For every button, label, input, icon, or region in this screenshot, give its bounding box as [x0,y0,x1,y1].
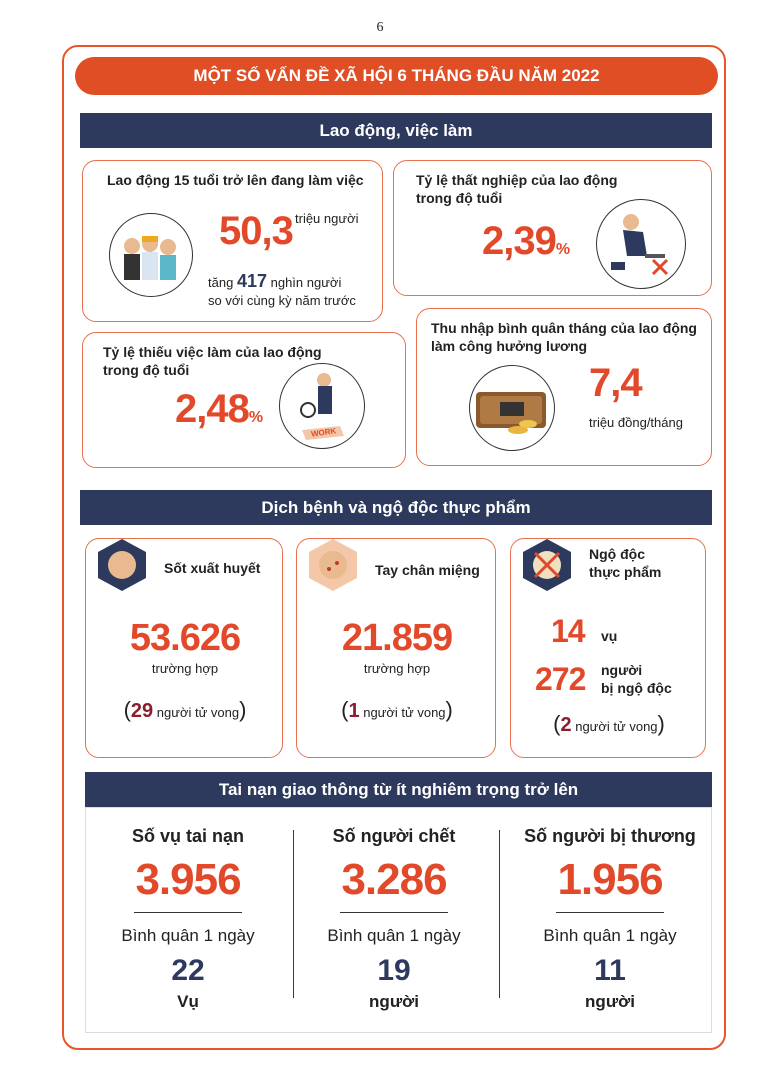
deaths: (29 người tử vong) [86,697,284,723]
card: Lao động 15 tuổi trở lên đang làm việc 5… [82,160,383,322]
icon [469,365,555,451]
divider [293,830,294,998]
paren: ) [657,711,665,736]
value: 21.859 [341,617,453,659]
unit: trường hợp [151,661,219,676]
value: 2,39 [482,219,557,263]
deaths-text: người tử vong [156,705,240,720]
paren: ( [553,711,561,736]
deaths: (2 người tử vong) [511,711,707,737]
deaths-value: 29 [130,700,154,722]
card: Tỷ lệ thất nghiệp của lao động trong độ … [393,160,712,296]
avg-value: 19 [377,954,411,987]
icon: WORK [279,363,365,449]
workers-icon [124,236,176,280]
card: Tay chân miệng 21.859 trường hợp (1 ngườ… [296,538,496,758]
avg-label: Bình quân 1 ngày [543,926,677,945]
deaths-text: người tử vong [363,705,446,720]
page-number: 6 [376,20,384,35]
unit: trường hợp [363,661,431,676]
hex-icon [98,539,146,591]
avg-value: 11 [594,954,626,987]
rule [556,912,664,913]
value-group: 2,39% [482,219,570,264]
deaths: (1 người tử vong) [297,697,497,723]
card: Ngộ độc thực phẩm 14 vụ 272 người bị ngộ… [510,538,706,758]
traffic-panel [85,807,712,1033]
card-title: làm công hưởng lương [431,338,588,354]
deaths-value: 2 [560,714,572,736]
unit: triệu người [295,211,359,226]
unit: % [555,241,570,258]
unit: % [248,409,263,426]
column-title: Số người bị thương [524,826,696,846]
value: 272 [535,661,586,697]
card-title: Tỷ lệ thiếu việc làm của lao động [103,344,322,360]
card-title: Ngộ độc [589,546,645,562]
avg-unit: Vụ [177,992,199,1011]
value: 3.286 [341,855,447,904]
unit: bị ngộ độc [601,680,672,696]
paren: ) [445,697,453,722]
section-heading: Lao động, việc làm [80,113,712,148]
avg-unit: người [369,992,419,1011]
value-group: 2,48% [175,387,263,432]
unit: vụ [601,628,618,644]
card: Tỷ lệ thiếu việc làm của lao động trong … [82,332,406,468]
section-heading: Dịch bệnh và ngộ độc thực phẩm [80,490,712,525]
card-title: Sốt xuất huyết [164,560,261,576]
value: 1.956 [557,855,663,904]
paren: ( [341,697,349,722]
rule [340,912,448,913]
hex-icon [523,539,571,591]
avg-label: Bình quân 1 ngày [121,926,255,945]
note: tăng 417 nghìn người [208,271,341,292]
value: 3.956 [135,855,241,904]
card-title: Lao động 15 tuổi trở lên đang làm việc [107,172,364,188]
avg-label: Bình quân 1 ngày [327,926,461,945]
note-suffix: nghìn người [270,275,342,290]
search-work-icon: WORK [300,373,344,440]
note-prefix: tăng [208,275,234,290]
rule [134,912,242,913]
frame [62,45,726,1050]
value: 53.626 [129,617,241,659]
icon [109,213,193,297]
value: 7,4 [589,361,643,405]
card-title: Tỷ lệ thất nghiệp của lao động [416,172,618,188]
card-title: Thu nhập bình quân tháng của lao động [431,320,697,336]
card-title: thực phẩm [589,564,662,580]
unit: người [601,662,643,678]
column-title: Số vụ tai nạn [131,826,245,846]
hex-icon [309,539,357,591]
value: 50,3 [219,209,294,253]
unit: triệu đồng/tháng [589,415,683,430]
icon-text: WORK [310,426,337,438]
value: 14 [551,613,586,649]
value: 2,48 [175,387,250,431]
wallet-icon [476,392,546,434]
card-title: trong độ tuổi [103,362,190,378]
card: Thu nhập bình quân tháng của lao động là… [416,308,712,466]
card-title: Tay chân miệng [375,562,480,578]
deaths-text: người tử vong [575,719,658,734]
paren: ) [239,697,247,722]
note-value: 417 [236,271,267,291]
note-line: so với cùng kỳ năm trước [208,293,356,308]
icon [596,199,686,289]
divider [499,830,500,998]
unemployed-icon [611,214,669,276]
column-title: Số người chết [332,826,456,846]
deaths-value: 1 [348,700,360,722]
card: Sốt xuất huyết 53.626 trường hợp (29 ngư… [85,538,283,758]
section-heading: Tai nạn giao thông từ ít nghiêm trọng tr… [85,772,712,807]
title-banner: MỘT SỐ VẤN ĐỀ XÃ HỘI 6 THÁNG ĐẦU NĂM 202… [75,57,718,95]
avg-unit: người [585,992,635,1011]
avg-value: 22 [171,954,205,987]
card-title: trong độ tuổi [416,190,503,206]
paren: ( [123,697,131,722]
